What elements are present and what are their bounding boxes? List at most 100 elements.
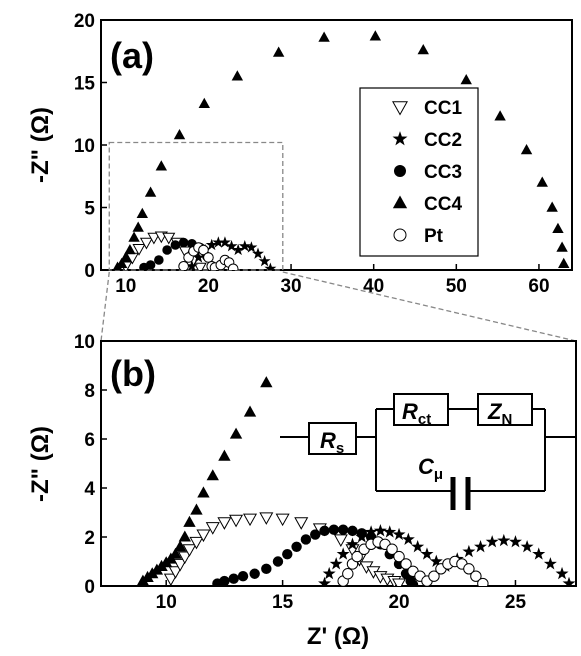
- y-tick-label: 5: [84, 199, 95, 220]
- data-point-pt: [463, 563, 475, 575]
- circuit-zn-box: [477, 393, 533, 426]
- data-point-cc1: [147, 232, 161, 245]
- data-point-cc4: [520, 144, 533, 155]
- data-point-cc4: [318, 31, 330, 42]
- series-cc2: [185, 236, 277, 270]
- data-point-cc4: [229, 427, 243, 439]
- data-point-cc3: [178, 237, 189, 248]
- circuit-rs-label: Rs: [320, 428, 344, 457]
- data-point-cc4: [558, 257, 570, 268]
- connector-left: [100, 271, 110, 342]
- legend-marker-cc2: [392, 131, 408, 146]
- data-point-pt: [393, 550, 405, 563]
- data-point-pt: [428, 570, 440, 582]
- connector-right: [282, 271, 577, 342]
- data-point-cc3: [319, 525, 330, 537]
- zoom-box: [108, 141, 284, 271]
- x-tick-label: 15: [272, 592, 294, 613]
- data-point-cc4: [260, 376, 273, 388]
- data-point-cc4: [206, 469, 219, 481]
- data-point-cc3: [228, 573, 239, 584]
- data-point-cc1: [259, 512, 274, 525]
- data-point-cc1: [168, 566, 183, 579]
- data-point-cc4: [556, 241, 568, 252]
- legend: CC1 CC2 CC3 CC4 Pt: [359, 87, 479, 257]
- data-point-cc1: [392, 578, 407, 586]
- series-pt: [337, 536, 489, 586]
- y-tick-label: 15: [74, 74, 96, 95]
- panel-a-ticks: 10 20 30 40 50 60 0 5 10 15 20: [74, 11, 550, 297]
- data-point-cc3: [407, 579, 419, 586]
- series-cc4: [136, 376, 273, 586]
- data-point-cc4: [144, 186, 157, 197]
- data-point-cc4: [231, 70, 244, 81]
- data-point-cc3: [249, 568, 260, 579]
- legend-label-pt: Pt: [424, 226, 444, 247]
- data-point-cc2: [185, 259, 198, 270]
- data-point-cc1: [178, 246, 192, 259]
- data-point-cc1: [182, 544, 197, 557]
- data-point-cc1: [193, 262, 207, 270]
- equivalent-circuit-diagram: Rs Rct ZN Cμ: [280, 393, 576, 510]
- data-point-cc4: [198, 97, 210, 108]
- data-point-cc4: [494, 110, 506, 121]
- data-point-cc2: [322, 566, 336, 580]
- data-point-cc4: [369, 30, 382, 41]
- data-point-cc2: [485, 535, 499, 548]
- y-axis-label-text: -Z" (Ω): [27, 426, 54, 502]
- data-point-cc1: [177, 551, 192, 565]
- data-point-cc1: [196, 529, 211, 543]
- data-point-cc2: [508, 535, 522, 548]
- panel-a-frame: [100, 19, 573, 271]
- data-point-pt: [351, 550, 363, 563]
- data-point-cc1: [205, 522, 220, 535]
- data-point-cc2: [364, 525, 378, 538]
- data-point-cc1: [173, 558, 188, 572]
- legend-label-cc1: CC1: [424, 98, 462, 119]
- y-tick-label: 2: [84, 528, 95, 549]
- y-axis-label-text: -Z" (Ω): [27, 107, 54, 183]
- data-point-cc2: [562, 576, 576, 586]
- data-point-cc4: [536, 176, 548, 187]
- data-point-cc3: [291, 541, 302, 552]
- data-point-cc4: [124, 244, 136, 255]
- data-point-cc2: [192, 251, 205, 263]
- data-point-cc3: [282, 548, 293, 560]
- x-axis-label: Z' (Ω): [307, 623, 369, 650]
- data-point-cc3: [328, 524, 340, 535]
- data-point-cc3: [170, 240, 181, 250]
- x-tick-label: 40: [363, 276, 384, 297]
- data-point-cc2: [392, 527, 406, 541]
- x-tick-label: 60: [528, 276, 549, 297]
- data-point-pt: [178, 260, 189, 270]
- y-tick-label: 10: [74, 136, 95, 157]
- data-point-cc1: [242, 513, 258, 527]
- data-point-cc2: [225, 239, 238, 252]
- data-point-cc4: [136, 207, 149, 218]
- data-point-cc2: [329, 557, 343, 570]
- y-tick-label: 0: [84, 577, 95, 598]
- data-point-cc2: [336, 547, 350, 560]
- series-cc4: [112, 30, 570, 270]
- legend-marker-pt: [393, 228, 407, 242]
- y-tick-label: 8: [84, 381, 95, 402]
- panel-b: (b) 10 15 20 25 0 2 4 6 8 10 -Z" (Ω) Z' (Ω): [27, 332, 577, 650]
- data-point-cc2: [411, 539, 425, 553]
- data-point-cc2: [555, 566, 569, 580]
- data-point-cc3: [337, 524, 349, 535]
- data-point-cc1: [275, 513, 290, 527]
- x-tick-label: 10: [156, 592, 177, 613]
- legend-label-cc2: CC2: [424, 130, 462, 151]
- y-tick-label: 6: [84, 430, 95, 451]
- x-axis-label-text: Z' (Ω): [307, 623, 369, 650]
- data-point-cc2: [218, 236, 231, 248]
- data-point-cc2: [532, 547, 546, 560]
- data-point-cc2: [383, 525, 397, 538]
- data-point-cc4: [552, 222, 564, 233]
- data-point-cc4: [197, 486, 210, 498]
- data-point-cc2: [212, 236, 225, 248]
- data-point-cc3: [154, 255, 164, 265]
- series-pt: [178, 242, 239, 270]
- data-point-cc4: [460, 74, 472, 85]
- legend-label-cc4: CC4: [424, 194, 462, 215]
